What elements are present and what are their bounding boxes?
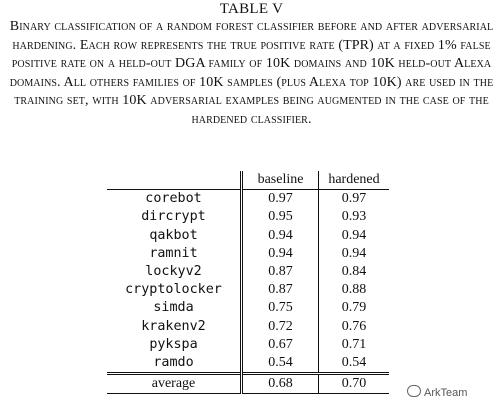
family-name: lockyv2 bbox=[145, 264, 202, 280]
table-row: pykspa 0.67 0.71 bbox=[107, 335, 389, 354]
baseline-tpr: 0.72 bbox=[240, 317, 319, 336]
baseline-tpr: 0.97 bbox=[240, 189, 319, 209]
table-row: corebot 0.97 0.97 bbox=[107, 189, 389, 209]
baseline-tpr: 0.87 bbox=[240, 262, 319, 282]
watermark-text: ArkTeam bbox=[424, 387, 468, 399]
baseline-tpr: 0.94 bbox=[240, 226, 319, 245]
results-table: baseline hardened corebot 0.97 0.97 dircryp… bbox=[107, 171, 389, 395]
table-row: qakbot 0.94 0.94 bbox=[107, 226, 389, 245]
average-hardened: 0.70 bbox=[318, 372, 389, 395]
hardened-tpr: 0.76 bbox=[318, 317, 389, 336]
table-caption: Binary classification of a random forest… bbox=[9, 19, 494, 127]
hardened-tpr: 0.97 bbox=[318, 189, 389, 209]
family-name: simda bbox=[153, 300, 194, 316]
table-header-row: baseline hardened bbox=[107, 171, 389, 191]
average-label: average bbox=[107, 372, 242, 395]
hardened-tpr: 0.93 bbox=[318, 208, 389, 227]
family-name: cryptolocker bbox=[125, 282, 222, 298]
table-body: corebot 0.97 0.97 dircrypt 0.95 0.93 qakbot 0.9… bbox=[107, 189, 389, 374]
table-row: simda 0.75 0.79 bbox=[107, 299, 389, 318]
average-baseline: 0.68 bbox=[240, 372, 319, 395]
baseline-tpr: 0.95 bbox=[240, 208, 319, 227]
family-name: krakenv2 bbox=[141, 318, 206, 334]
header-name bbox=[107, 171, 242, 191]
hardened-tpr: 0.84 bbox=[318, 262, 389, 282]
family-name: qakbot bbox=[149, 227, 198, 243]
watermark: ArkTeam bbox=[407, 385, 467, 399]
baseline-tpr: 0.54 bbox=[240, 353, 319, 374]
family-name: ramnit bbox=[149, 245, 198, 261]
family-name: dircrypt bbox=[141, 209, 206, 225]
chat-bubble-icon bbox=[407, 385, 421, 397]
header-hardened: hardened bbox=[318, 171, 389, 191]
baseline-tpr: 0.75 bbox=[240, 299, 319, 318]
hardened-tpr: 0.54 bbox=[318, 353, 389, 374]
table-label: TABLE V bbox=[219, 1, 284, 17]
table-row: dircrypt 0.95 0.93 bbox=[107, 208, 389, 227]
hardened-tpr: 0.88 bbox=[318, 281, 389, 300]
table-row: ramdo 0.54 0.54 bbox=[107, 353, 389, 374]
table-row: krakenv2 0.72 0.76 bbox=[107, 317, 389, 336]
baseline-tpr: 0.87 bbox=[240, 281, 319, 300]
family-name: pykspa bbox=[149, 336, 198, 352]
baseline-tpr: 0.67 bbox=[240, 335, 319, 354]
header-baseline: baseline bbox=[240, 171, 319, 191]
hardened-tpr: 0.71 bbox=[318, 335, 389, 354]
hardened-tpr: 0.94 bbox=[318, 226, 389, 245]
table-row: cryptolocker 0.87 0.88 bbox=[107, 281, 389, 300]
hardened-tpr: 0.94 bbox=[318, 244, 389, 263]
family-name: corebot bbox=[145, 191, 202, 207]
hardened-tpr: 0.79 bbox=[318, 299, 389, 318]
average-row: average 0.68 0.70 bbox=[107, 372, 389, 395]
baseline-tpr: 0.94 bbox=[240, 244, 319, 263]
table-row: lockyv2 0.87 0.84 bbox=[107, 262, 389, 282]
family-name: ramdo bbox=[153, 354, 194, 370]
table-row: ramnit 0.94 0.94 bbox=[107, 244, 389, 263]
